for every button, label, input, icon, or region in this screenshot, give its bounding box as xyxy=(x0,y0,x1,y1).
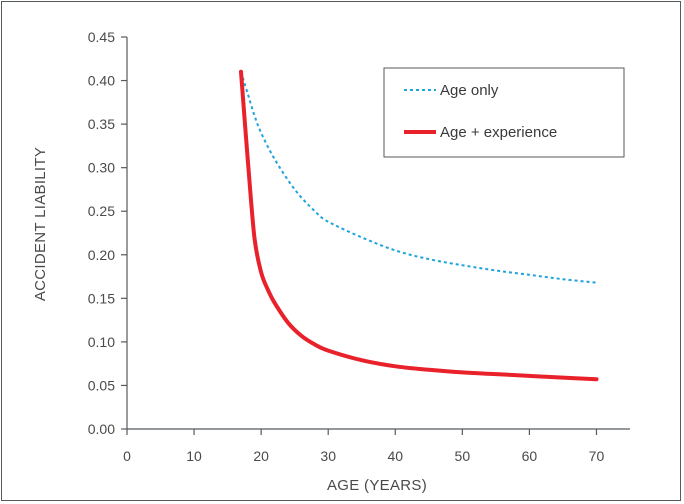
y-tick-label: 0.40 xyxy=(88,73,115,89)
series-line-age-experience xyxy=(239,69,599,382)
series-group xyxy=(239,69,599,382)
y-tick-label: 0.30 xyxy=(88,160,115,176)
axes xyxy=(126,37,630,430)
x-tick-label: 60 xyxy=(522,448,538,464)
y-tick-label: 0.00 xyxy=(88,421,115,437)
x-tick-label: 50 xyxy=(455,448,471,464)
y-axis-title: ACCIDENT LIABILITY xyxy=(32,147,49,301)
y-tick-label: 0.25 xyxy=(88,203,115,219)
series-line-age-only xyxy=(240,71,597,284)
y-tick-label: 0.35 xyxy=(88,116,115,132)
legend-label-age-experience: Age + experience xyxy=(440,124,557,141)
legend-box xyxy=(383,67,625,158)
tick-group: 0.00 0.05 0.10 0.15 0.20 0.25 0.30 0.35 0.40 0.45… xyxy=(88,29,605,464)
x-tick-label: 0 xyxy=(123,448,131,464)
x-axis-title: AGE (YEARS) xyxy=(327,477,427,494)
x-tick-label: 20 xyxy=(253,448,269,464)
x-tick-label: 70 xyxy=(589,448,605,464)
y-tick-label: 0.05 xyxy=(88,377,115,393)
x-tick-label: 30 xyxy=(320,448,336,464)
y-tick-label: 0.20 xyxy=(88,247,115,263)
x-tick-label: 40 xyxy=(387,448,403,464)
legend: Age only Age + experience xyxy=(383,67,625,158)
y-tick-label: 0.45 xyxy=(88,29,115,45)
y-tick-label: 0.10 xyxy=(88,334,115,350)
x-tick-label: 10 xyxy=(186,448,202,464)
legend-label-age-only: Age only xyxy=(440,82,499,99)
y-tick-label: 0.15 xyxy=(88,290,115,306)
